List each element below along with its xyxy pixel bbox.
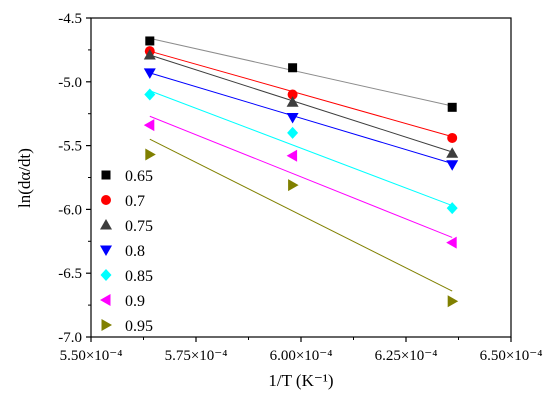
x-tick-label: 6.50×10⁻⁴ <box>480 348 543 364</box>
data-point-0.75 <box>446 147 459 158</box>
y-tick-label: -5.0 <box>58 75 82 91</box>
fit-line-0.75 <box>149 54 453 153</box>
legend-marker-0.95 <box>101 319 112 331</box>
data-point-0.9 <box>446 236 457 249</box>
legend-label: 0.65 <box>125 168 153 185</box>
fit-line-0.9 <box>149 115 453 238</box>
x-tick-label: 6.25×10⁻⁴ <box>375 348 438 364</box>
fit-line-0.7 <box>149 50 453 138</box>
data-point-0.75 <box>286 96 299 107</box>
x-tick-label: 5.50×10⁻⁴ <box>60 348 123 364</box>
legend-label: 0.9 <box>125 293 145 310</box>
legend-label: 0.75 <box>125 218 153 235</box>
legend-marker-0.8 <box>100 245 112 256</box>
data-point-0.8 <box>143 68 156 79</box>
data-point-0.85 <box>144 88 156 101</box>
y-axis-title: ln(dα/dt) <box>15 148 34 208</box>
fit-line-0.85 <box>149 90 453 207</box>
legend-label: 0.95 <box>125 318 153 335</box>
legend-marker-0.75 <box>100 219 112 230</box>
x-tick-label: 6.00×10⁻⁴ <box>270 348 333 364</box>
y-tick-label: -5.5 <box>58 139 82 155</box>
data-point-0.8 <box>286 113 299 124</box>
data-markers <box>143 36 459 308</box>
legend-marker-0.85 <box>100 269 112 281</box>
data-point-0.65 <box>145 36 155 46</box>
y-tick-label: -4.5 <box>58 11 82 27</box>
y-axis-ticks: -7.0 -6.5 -6.0 -5.5 -5.0 -4.5 <box>58 11 91 346</box>
data-point-0.7 <box>447 132 458 143</box>
data-point-0.65 <box>288 63 298 73</box>
fit-line-0.95 <box>149 138 453 292</box>
legend-label: 0.8 <box>125 243 145 260</box>
x-tick-label: 5.75×10⁻⁴ <box>165 348 228 364</box>
x-axis-title: 1/T (K⁻¹) <box>268 371 333 390</box>
legend-marker-0.7 <box>101 195 111 205</box>
fit-line-0.8 <box>149 72 453 164</box>
data-point-0.9 <box>143 119 155 132</box>
data-point-0.85 <box>287 126 299 139</box>
data-point-0.95 <box>145 148 156 161</box>
y-tick-label: -6.5 <box>58 266 82 282</box>
legend-label: 0.7 <box>125 193 145 210</box>
data-point-0.75 <box>143 49 156 60</box>
legend-marker-0.65 <box>101 170 111 180</box>
fit-line-0.65 <box>149 37 453 107</box>
fit-lines <box>149 37 453 292</box>
legend-label: 0.85 <box>125 268 153 285</box>
legend: 0.65 0.7 0.75 0.8 0.85 0.9 0.95 <box>100 168 153 335</box>
data-point-0.95 <box>447 295 459 308</box>
y-tick-label: -7.0 <box>58 330 82 346</box>
data-point-0.9 <box>286 149 298 162</box>
x-axis-ticks: 5.50×10⁻⁴ 5.75×10⁻⁴ 6.00×10⁻⁴ 6.25×10⁻⁴ 6.50… <box>60 337 543 364</box>
data-point-0.8 <box>446 160 459 171</box>
y-tick-label: -6.0 <box>58 202 82 218</box>
data-point-0.95 <box>288 179 299 192</box>
legend-marker-0.9 <box>100 294 111 306</box>
data-point-0.65 <box>447 102 457 112</box>
data-point-0.7 <box>287 89 298 100</box>
data-point-0.85 <box>446 202 458 215</box>
